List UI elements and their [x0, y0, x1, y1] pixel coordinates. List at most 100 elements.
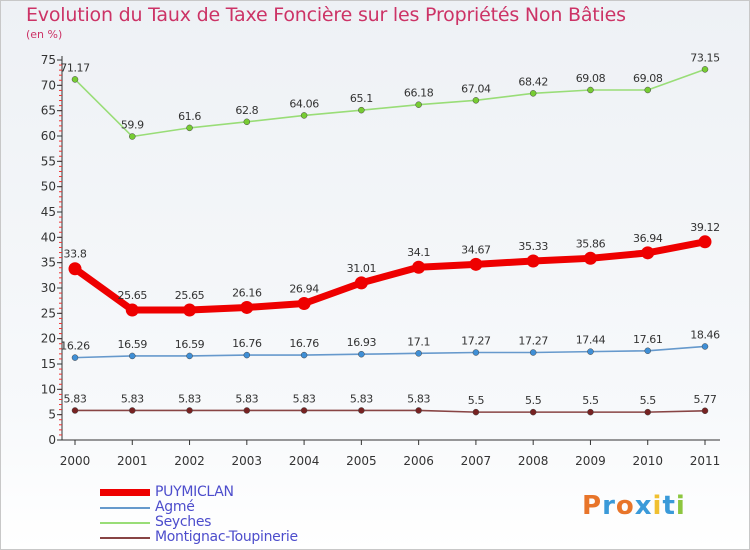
data-label-agm-: 16.76: [232, 337, 262, 350]
data-point-agm-: [243, 351, 251, 359]
y-tick-label: 70: [41, 78, 56, 92]
data-point-montignac-toupinerie: [71, 407, 79, 414]
legend-label: Montignac-Toupinerie: [155, 529, 298, 545]
y-tick-label: 0: [48, 433, 56, 447]
data-point-agm-: [186, 352, 193, 360]
data-label-montignac-toupinerie: 5.83: [178, 392, 201, 405]
data-point-seyches: [358, 106, 365, 114]
data-label-seyches: 69.08: [633, 72, 663, 85]
data-point-seyches: [186, 124, 193, 132]
data-label-montignac-toupinerie: 5.77: [694, 393, 717, 406]
data-label-montignac-toupinerie: 5.83: [293, 392, 316, 405]
data-point-puymiclan: [698, 235, 712, 249]
data-label-agm-: 16.76: [289, 337, 319, 350]
data-label-seyches: 64.06: [289, 97, 319, 110]
y-tick-label: 40: [41, 230, 56, 244]
data-point-montignac-toupinerie: [358, 407, 365, 414]
data-label-seyches: 65.1: [350, 92, 373, 105]
data-point-montignac-toupinerie: [129, 407, 136, 414]
data-point-seyches: [243, 118, 251, 126]
data-point-agm-: [71, 354, 79, 361]
data-point-puymiclan: [240, 300, 254, 314]
logo-letter: x: [634, 491, 653, 521]
data-label-agm-: 17.27: [461, 334, 491, 347]
data-point-agm-: [415, 350, 422, 357]
data-label-seyches: 66.18: [404, 87, 434, 100]
data-label-seyches: 69.08: [576, 72, 606, 85]
x-tick-label: 2002: [174, 454, 205, 468]
y-tick-label: 35: [41, 256, 56, 270]
data-label-seyches: 61.6: [178, 110, 201, 123]
y-tick-label: 65: [41, 104, 56, 118]
data-point-montignac-toupinerie: [529, 408, 537, 416]
data-label-montignac-toupinerie: 5.5: [640, 394, 657, 407]
y-tick-label: 15: [41, 357, 56, 371]
data-label-puymiclan: 26.16: [232, 286, 262, 299]
x-tick-label: 2009: [575, 454, 606, 468]
data-point-montignac-toupinerie: [415, 407, 422, 414]
data-point-puymiclan: [183, 303, 197, 317]
data-label-puymiclan: 26.94: [289, 283, 319, 296]
data-point-seyches: [644, 86, 651, 94]
data-point-montignac-toupinerie: [472, 408, 480, 416]
y-tick-label: 30: [41, 281, 56, 295]
data-point-puymiclan: [641, 246, 655, 260]
x-tick-label: 2011: [690, 454, 721, 468]
data-label-puymiclan: 25.65: [175, 289, 205, 302]
data-point-seyches: [472, 97, 480, 104]
y-tick-label: 5: [48, 408, 56, 422]
data-point-puymiclan: [125, 303, 139, 317]
y-tick-label: 75: [41, 53, 56, 67]
series-line-seyches: [74, 68, 706, 138]
data-label-agm-: 17.61: [633, 333, 663, 346]
proxiti-logo: Proxiti: [582, 491, 686, 521]
data-label-seyches: 67.04: [461, 82, 491, 95]
data-label-puymiclan: 25.65: [118, 289, 148, 302]
series-line-montignac-toupinerie: [74, 409, 706, 413]
data-point-agm-: [529, 349, 537, 356]
data-point-puymiclan: [68, 262, 82, 276]
data-label-seyches: 59.9: [121, 119, 144, 132]
data-point-seyches: [300, 112, 308, 119]
data-label-montignac-toupinerie: 5.83: [407, 392, 430, 405]
data-point-seyches: [529, 90, 537, 97]
series-lines: [71, 68, 709, 413]
series-line-agm-: [74, 345, 706, 359]
legend-label: PUYMICLAN: [155, 484, 234, 500]
data-label-seyches: 62.8: [235, 104, 258, 117]
data-point-puymiclan: [526, 254, 540, 268]
axes: 0 5 10 15 20 25 30 35 40 45 50 55 60 65 70 75 2000 2001 20…: [41, 53, 721, 468]
data-label-puymiclan: 39.12: [690, 221, 720, 234]
logo-letter: P: [582, 491, 603, 521]
x-tick-label: 2006: [403, 454, 434, 468]
data-point-puymiclan: [469, 257, 483, 271]
data-point-seyches: [415, 101, 422, 108]
data-label-agm-: 16.93: [347, 336, 377, 349]
data-point-puymiclan: [297, 297, 311, 311]
legend-label: Agmé: [155, 499, 195, 515]
data-point-puymiclan: [583, 251, 597, 265]
data-point-agm-: [701, 343, 709, 350]
data-label-puymiclan: 33.8: [64, 248, 87, 261]
x-tick-label: 2004: [289, 454, 320, 468]
data-label-puymiclan: 34.1: [407, 246, 430, 259]
data-label-agm-: 16.59: [118, 338, 148, 351]
data-point-agm-: [358, 350, 365, 358]
series-markers: [68, 66, 712, 416]
data-point-montignac-toupinerie: [701, 407, 709, 415]
x-tick-label: 2005: [346, 454, 377, 468]
data-point-agm-: [587, 348, 594, 355]
legend-swatch: [100, 507, 150, 509]
data-label-montignac-toupinerie: 5.5: [525, 394, 542, 407]
data-label-agm-: 17.27: [518, 334, 548, 347]
data-point-agm-: [300, 351, 308, 359]
logo-letter: t: [662, 491, 676, 521]
x-tick-label: 2000: [60, 454, 91, 468]
data-point-puymiclan: [354, 276, 368, 290]
data-point-montignac-toupinerie: [186, 407, 193, 414]
chart-title: Evolution du Taux de Taxe Foncière sur l…: [26, 4, 626, 26]
data-point-agm-: [129, 352, 136, 360]
data-point-montignac-toupinerie: [587, 408, 594, 416]
